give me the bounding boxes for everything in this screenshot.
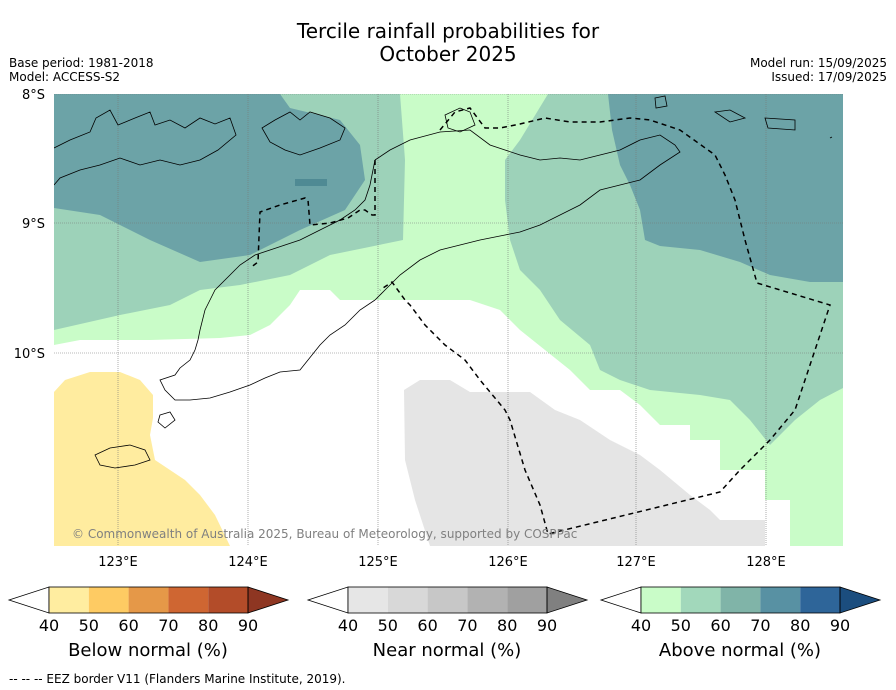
colorbar-below-segment-50 <box>88 587 129 613</box>
lon-label-125e: 125°E <box>358 555 398 570</box>
colorbar-below-label: Below normal (%) <box>68 640 228 661</box>
colorbar-below-tick-60: 60 <box>118 616 138 635</box>
colorbar-near-tick-80: 80 <box>497 616 517 635</box>
lon-label-127e: 127°E <box>616 555 656 570</box>
colorbar-above-tick-70: 70 <box>750 616 770 635</box>
probability-field <box>54 94 843 546</box>
colorbar-near-outline <box>347 586 548 614</box>
colorbar-above-tick-60: 60 <box>710 616 730 635</box>
colorbar-near: 40 50 60 70 80 90 <box>306 586 589 635</box>
colorbar-above-tick-80: 80 <box>790 616 810 635</box>
colorbar-near-label: Near normal (%) <box>372 640 522 661</box>
colorbar-below-tick-40: 40 <box>39 616 59 635</box>
colorbar-above-tick-40: 40 <box>631 616 651 635</box>
colorbar-near-tick-40: 40 <box>338 616 358 635</box>
colorbar-below-tick-80: 80 <box>198 616 218 635</box>
copyright-text: © Commonwealth of Australia 2025, Bureau… <box>72 527 577 541</box>
wetar-coast <box>444 107 476 133</box>
small-lake-patch <box>295 179 327 186</box>
colorbar-below-tick-50: 50 <box>79 616 99 635</box>
rote-island <box>157 411 176 429</box>
colorbar-near-tick-70: 70 <box>457 616 477 635</box>
lat-label-10s: 10°S <box>14 347 45 362</box>
colorbar-above-tick-90: 90 <box>830 616 850 635</box>
colorbar-above-low-arrow <box>599 586 642 614</box>
colorbar-near-low-arrow <box>306 586 349 614</box>
colorbar-near-tick-50: 50 <box>378 616 398 635</box>
colorbar-below-segment-80 <box>208 587 248 613</box>
title-line-2: October 2025 <box>379 42 517 66</box>
flores-coast <box>54 109 237 186</box>
above-60-region-east <box>608 94 843 282</box>
issued-text: Issued: 17/09/2025 <box>771 70 887 84</box>
colorbar-above-label: Above normal (%) <box>658 640 822 661</box>
graticule <box>54 94 843 546</box>
meta-right: Model run: 15/09/2025 Issued: 17/09/2025 <box>750 56 887 84</box>
colorbar-near-segment-60 <box>427 587 468 613</box>
above-60-region-west <box>54 94 365 262</box>
latitude-labels: 8°S 9°S 10°S <box>14 88 45 362</box>
lon-label-128e: 128°E <box>746 555 786 570</box>
sawu-island <box>94 444 151 469</box>
colorbar-above-segment-80 <box>800 587 840 613</box>
colorbar-above-high-arrow <box>839 586 882 614</box>
lon-label-123e: 123°E <box>98 555 138 570</box>
colorbar-below-segment-40 <box>49 587 89 613</box>
colorbar-below: 40 50 60 70 80 90 <box>7 586 290 635</box>
colorbar-below-segment-60 <box>128 587 169 613</box>
colorbar-near-segment-50 <box>387 587 428 613</box>
timor-south-coast <box>159 159 376 401</box>
base-period-text: Base period: 1981-2018 <box>9 56 154 70</box>
colorbar-near-tick-90: 90 <box>537 616 557 635</box>
colorbar-below-outline <box>48 586 249 614</box>
colorbar-below-high-arrow <box>247 586 290 614</box>
lat-label-9s: 9°S <box>22 217 45 232</box>
alor-coast <box>261 111 346 156</box>
colorbar-below-segment-70 <box>168 587 209 613</box>
colorbar-above-segment-60 <box>720 587 761 613</box>
colorbar-near-high-arrow <box>546 586 589 614</box>
longitude-labels: 123°E 124°E 125°E 126°E 127°E 128°E <box>98 555 786 570</box>
near-40-region <box>404 380 765 546</box>
lat-label-8s: 8°S <box>22 88 45 103</box>
colorbar-near-segment-40 <box>348 587 388 613</box>
colorbar-above-segment-40 <box>641 587 681 613</box>
eez-border <box>249 107 831 535</box>
lon-label-126e: 126°E <box>488 555 528 570</box>
colorbar-above: 40 50 60 70 80 90 <box>599 586 882 635</box>
below-40-region <box>54 372 230 546</box>
title-line-1: Tercile rainfall probabilities for <box>296 19 600 43</box>
colorbar-below-low-arrow <box>7 586 50 614</box>
colorbar-near-tick-60: 60 <box>417 616 437 635</box>
colorbar-above-segment-70 <box>760 587 801 613</box>
small-islands-east <box>654 95 833 139</box>
lon-label-124e: 124°E <box>228 555 268 570</box>
colorbar-above-outline <box>640 586 841 614</box>
map-title: Tercile rainfall probabilities for Octob… <box>0 20 896 66</box>
colorbars: 40 50 60 70 80 90 40 50 60 70 80 90 40 50 60 70 80 90 <box>7 586 882 635</box>
eez-footnote: -- -- -- EEZ border V11 (Flanders Marine… <box>9 672 346 686</box>
meta-left: Base period: 1981-2018 Model: ACCESS-S2 <box>9 56 154 84</box>
colorbar-above-tick-50: 50 <box>671 616 691 635</box>
coastlines <box>54 95 833 469</box>
colorbar-near-segment-80 <box>507 587 547 613</box>
colorbar-below-tick-70: 70 <box>158 616 178 635</box>
model-run-text: Model run: 15/09/2025 <box>749 56 887 70</box>
colorbar-above-segment-50 <box>680 587 721 613</box>
colorbar-below-tick-90: 90 <box>238 616 258 635</box>
model-text: Model: ACCESS-S2 <box>9 70 121 84</box>
timor-north-coast <box>374 129 681 301</box>
colorbar-near-segment-70 <box>467 587 508 613</box>
